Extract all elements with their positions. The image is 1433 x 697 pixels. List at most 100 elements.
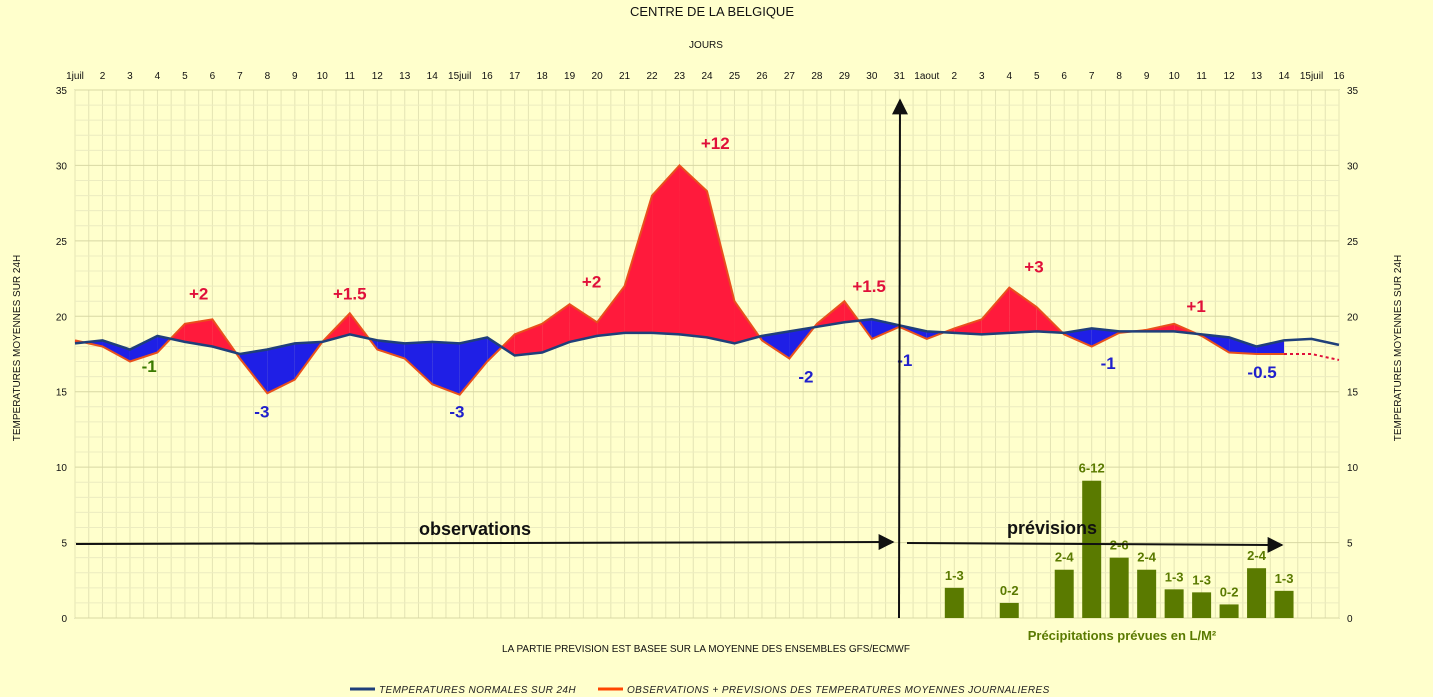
grid-lines: [74, 89, 1340, 619]
x-tick-label: 12: [372, 71, 384, 82]
y-tick-label-right: 0: [1347, 614, 1353, 625]
warm-anomaly-fill: [734, 301, 760, 344]
y-tick-label-left: 10: [56, 463, 68, 474]
x-tick-label: 6: [210, 71, 216, 82]
x-tick-label: 24: [701, 71, 713, 82]
anomaly-label: +1.5: [333, 285, 367, 304]
observations-label: observations: [419, 519, 531, 539]
precipitation-bar: [1082, 480, 1102, 618]
x-tick-label: 2: [952, 71, 958, 82]
x-tick-label: 7: [237, 71, 243, 82]
y-axis-ticks-right: 0 5 10 15 20 25 30 35: [1347, 86, 1359, 625]
precipitation-bar: [1137, 569, 1157, 618]
x-tick-label: 13: [399, 71, 411, 82]
x-tick-label: 4: [155, 71, 161, 82]
x-tick-label: 15juil: [1300, 71, 1323, 82]
x-tick-label: 31: [894, 71, 906, 82]
x-tick-label: 1aout: [914, 71, 939, 82]
x-tick-label: 11: [1196, 71, 1207, 82]
cold-anomaly-fill: [432, 341, 460, 395]
warm-anomaly-fill: [707, 191, 735, 344]
legend-label-normal: TEMPERATURES NORMALES SUR 24H: [379, 685, 576, 696]
today-marker-arrow: [891, 98, 908, 619]
precipitation-bar-label: 0-2: [1000, 583, 1019, 598]
anomaly-label: -1: [1101, 354, 1116, 373]
x-tick-label: 28: [811, 71, 823, 82]
x-tick-label: 1juil: [66, 71, 84, 82]
warm-anomaly-fill: [597, 286, 625, 336]
y-tick-label-left: 5: [61, 539, 67, 550]
warm-anomaly-fill: [624, 195, 653, 333]
normal-temperature-line: [74, 318, 1340, 357]
precipitation-bar-label: 2-4: [1055, 550, 1075, 565]
prev-arrow: [906, 536, 1284, 553]
precipitation-bar: [1164, 589, 1184, 618]
cold-anomaly-fill: [239, 349, 268, 394]
x-tick-label: 14: [1278, 71, 1290, 82]
x-tick-label: 12: [1224, 71, 1236, 82]
x-tick-label: 17: [509, 71, 521, 82]
precipitation-bar-label: 6-12: [1079, 461, 1105, 476]
warm-anomaly-fill: [569, 304, 598, 342]
x-tick-label: 9: [1144, 71, 1150, 82]
precipitation-bar: [1109, 557, 1129, 618]
y-tick-label-right: 35: [1347, 86, 1359, 97]
anomaly-label: +1: [1186, 297, 1205, 316]
x-tick-label: 10: [317, 71, 329, 82]
x-tick-label: 3: [127, 71, 133, 82]
warm-anomaly-fill: [981, 287, 1010, 335]
y-tick-label-left: 30: [56, 161, 68, 172]
anomaly-label: -1: [897, 351, 912, 370]
anomaly-label: +1.5: [852, 277, 886, 296]
anomaly-label: -3: [449, 402, 464, 421]
chart-title: CENTRE DE LA BELGIQUE: [630, 4, 794, 19]
warm-anomaly-fill: [1009, 287, 1037, 333]
precipitation-bar-label: 1-3: [1192, 572, 1211, 587]
y-tick-label-right: 15: [1347, 388, 1359, 399]
anomaly-label: +3: [1024, 258, 1043, 277]
legend-label-observed: OBSERVATIONS + PREVISIONS DES TEMPERATUR…: [627, 685, 1050, 696]
forecast-note: LA PARTIE PREVISION EST BASEE SUR LA MOY…: [502, 644, 910, 655]
anomaly-label: -1: [142, 357, 157, 376]
plot-area: 1-30-22-46-122-62-41-3 1-30-22-41-3 -1+2-…: [74, 89, 1340, 619]
cold-anomaly-fill: [129, 335, 158, 362]
precipitation-bar-label: 2-4: [1137, 550, 1157, 565]
cold-anomaly-fill: [1091, 328, 1120, 347]
warm-anomaly-fill: [954, 319, 982, 335]
precipitation-bar: [999, 602, 1019, 618]
precipitation-bar-label: 2-4: [1247, 548, 1267, 563]
precipitation-bar: [1192, 592, 1212, 618]
x-axis-title: JOURS: [689, 40, 723, 51]
x-tick-label: 16: [482, 71, 494, 82]
y-axis-title-right: TEMPERATURES MOYENNES SUR 24H: [1393, 255, 1404, 442]
precipitation-caption: Précipitations prévues en L/M²: [1028, 628, 1217, 643]
x-tick-label: 16: [1333, 71, 1345, 82]
y-tick-label-right: 30: [1347, 161, 1359, 172]
x-tick-label: 8: [1116, 71, 1122, 82]
x-tick-label: 29: [839, 71, 851, 82]
cold-anomaly-fill: [404, 341, 433, 385]
precipitation-bar: [1247, 568, 1267, 618]
y-tick-label-right: 5: [1347, 539, 1353, 550]
x-tick-label: 6: [1061, 71, 1067, 82]
obs-arrow: [75, 534, 895, 551]
previsions-label: prévisions: [1007, 518, 1097, 538]
precipitation-bar: [1219, 604, 1239, 618]
cold-anomaly-fill: [761, 331, 790, 359]
y-axis-title-left: TEMPERATURES MOYENNES SUR 24H: [12, 255, 23, 442]
x-tick-label: 10: [1169, 71, 1181, 82]
precipitation-bar-label: 2-6: [1110, 538, 1129, 553]
y-tick-label-left: 15: [56, 388, 68, 399]
legend: TEMPERATURES NORMALES SUR 24H OBSERVATIO…: [350, 685, 1050, 696]
x-tick-label: 8: [265, 71, 271, 82]
x-tick-label: 30: [866, 71, 878, 82]
x-tick-label: 2: [100, 71, 106, 82]
precipitation-bar-label: 1-3: [1165, 569, 1184, 584]
precipitation-bars: 1-3 0-2 2-4 6-12 2-6 2-4 1-3 1-3 0-2 2-4 1-3: [944, 461, 1294, 618]
series-lines: [74, 163, 1340, 396]
precipitation-bar-label: 1-3: [945, 568, 964, 583]
precipitation-bar: [1054, 569, 1074, 618]
x-tick-label: 18: [537, 71, 549, 82]
cold-anomaly-fill: [377, 340, 405, 359]
anomaly-labels: -1 +2 -3 +1.5 -3 +2 +12 -2 +1.5 -1 +3 -1 +1 -0.5: [142, 134, 1277, 422]
